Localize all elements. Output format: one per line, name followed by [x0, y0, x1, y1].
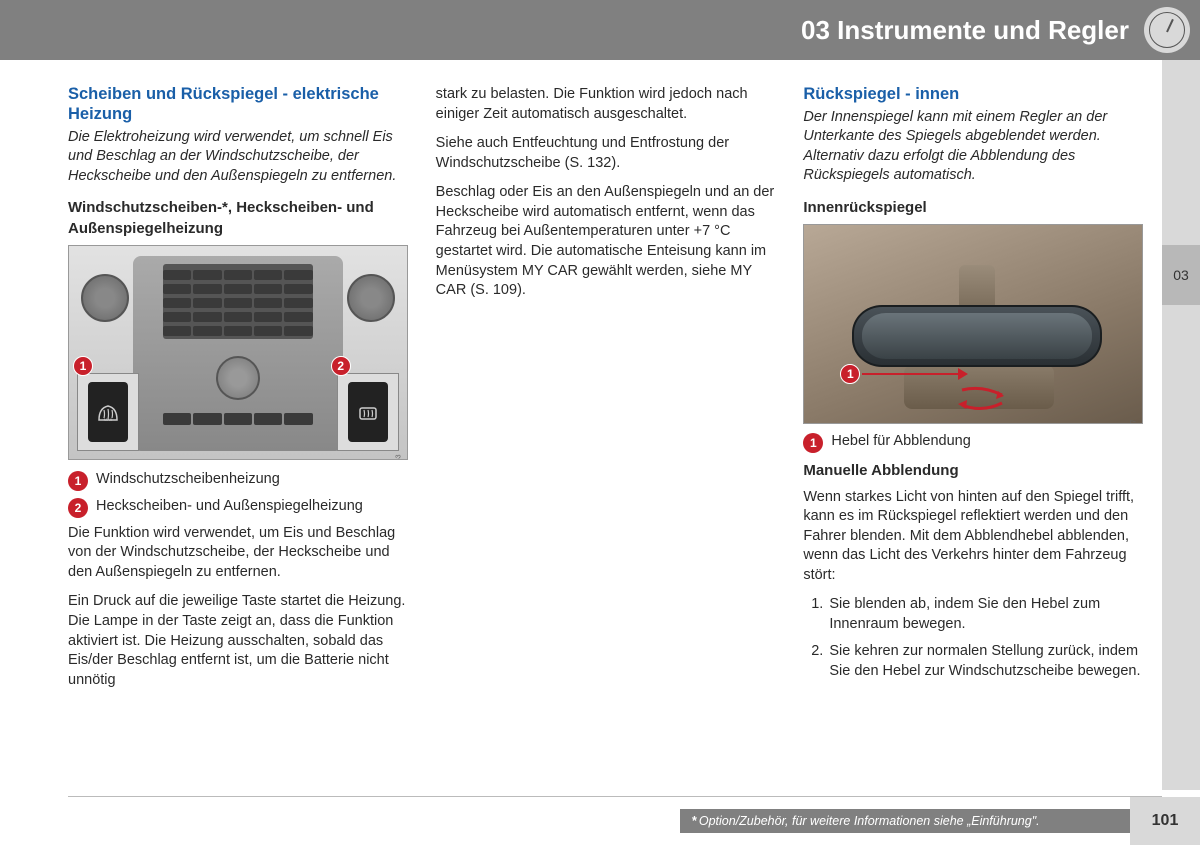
defrost-rear-panel — [337, 373, 399, 451]
volume-dial-icon — [81, 274, 129, 322]
defrost-front-button-icon: MAX — [88, 382, 128, 442]
numbered-list: Sie blenden ab, indem Sie den Hebel zum … — [803, 595, 1143, 681]
body-text: Die Funktion wird verwendet, um Eis und … — [68, 524, 408, 583]
side-tab: 03 — [1162, 245, 1200, 305]
callout-1: 1 — [73, 356, 93, 376]
figure-climate-panel: MAX 1 2 G047963 — [68, 245, 408, 460]
column-3: Rückspiegel - innen Der Innenspiegel kan… — [803, 85, 1143, 775]
body-text: stark zu belasten. Die Funktion wird jed… — [436, 85, 776, 124]
section-heading: Rückspiegel - innen — [803, 85, 1143, 105]
footnote-asterisk: * — [692, 814, 697, 828]
body-text: Ein Druck auf die jeweilige Taste starte… — [68, 592, 408, 690]
side-strip — [1162, 60, 1200, 790]
subheading: Windschutzscheiben-*, Heckscheiben- und … — [68, 198, 408, 239]
mirror-housing-icon — [852, 305, 1102, 367]
page-content: Scheiben und Rückspiegel - elektrische H… — [68, 85, 1143, 775]
legend-number-2: 2 — [68, 498, 88, 518]
column-1: Scheiben und Rückspiegel - elektrische H… — [68, 85, 408, 775]
svg-text:MAX: MAX — [104, 417, 113, 422]
page-footer: * Option/Zubehör, für weitere Informatio… — [0, 797, 1200, 845]
legend-item-1: 1 Hebel für Abblendung — [803, 432, 1143, 453]
mirror-stem-icon — [959, 265, 995, 310]
callout-2: 2 — [331, 356, 351, 376]
defrost-rear-button-icon — [348, 382, 388, 442]
chapter-title: 03 Instrumente und Regler — [801, 15, 1129, 46]
footnote-text: Option/Zubehör, für weitere Informatione… — [699, 814, 1040, 828]
legend-text-1: Windschutzscheibenheizung — [96, 470, 280, 490]
chapter-name: Instrumente und Regler — [837, 15, 1129, 45]
figure-mirror: 1 G031427 — [803, 224, 1143, 424]
indicator-arrow-icon — [958, 368, 968, 380]
lead-text: Die Elektroheizung wird verwendet, um sc… — [68, 128, 408, 187]
footer-note: * Option/Zubehör, für weitere Informatio… — [680, 809, 1130, 833]
section-heading: Scheiben und Rückspiegel - elektrische H… — [68, 85, 408, 125]
subheading: Innenrückspiegel — [803, 198, 1143, 218]
body-text: Siehe auch Entfeuchtung und Entfrostung … — [436, 134, 776, 173]
page-number: 101 — [1130, 797, 1200, 845]
figure-code: G031427 — [1130, 419, 1139, 424]
body-text: Beschlag oder Eis an den Außenspiegeln u… — [436, 183, 776, 300]
motion-arrows-icon — [952, 385, 1012, 415]
body-text: Wenn starkes Licht von hinten auf den Sp… — [803, 488, 1143, 586]
lead-text: Der Innenspiegel kann mit einem Regler a… — [803, 108, 1143, 186]
legend-item-1: 1 Windschutzscheibenheizung — [68, 470, 408, 491]
list-item: Sie blenden ab, indem Sie den Hebel zum … — [827, 595, 1143, 634]
column-2: stark zu belasten. Die Funktion wird jed… — [436, 85, 776, 775]
legend-item-2: 2 Heckscheiben- und Außenspiegelheizung — [68, 497, 408, 518]
legend-number-1: 1 — [68, 471, 88, 491]
gauge-icon — [1144, 7, 1190, 53]
chapter-header: 03 Instrumente und Regler — [0, 0, 1200, 60]
defrost-front-panel: MAX — [77, 373, 139, 451]
chapter-number: 03 — [801, 15, 830, 45]
figure-code: G047963 — [394, 455, 403, 460]
legend-text-1: Hebel für Abblendung — [831, 432, 970, 452]
indicator-line — [862, 373, 962, 375]
legend-text-2: Heckscheiben- und Außenspiegelheizung — [96, 497, 363, 517]
callout-1: 1 — [840, 364, 860, 384]
list-item: Sie kehren zur normalen Stellung zurück,… — [827, 642, 1143, 681]
center-console-icon — [133, 256, 343, 451]
subheading: Manuelle Abblendung — [803, 461, 1143, 481]
legend-number-1: 1 — [803, 433, 823, 453]
tune-dial-icon — [347, 274, 395, 322]
